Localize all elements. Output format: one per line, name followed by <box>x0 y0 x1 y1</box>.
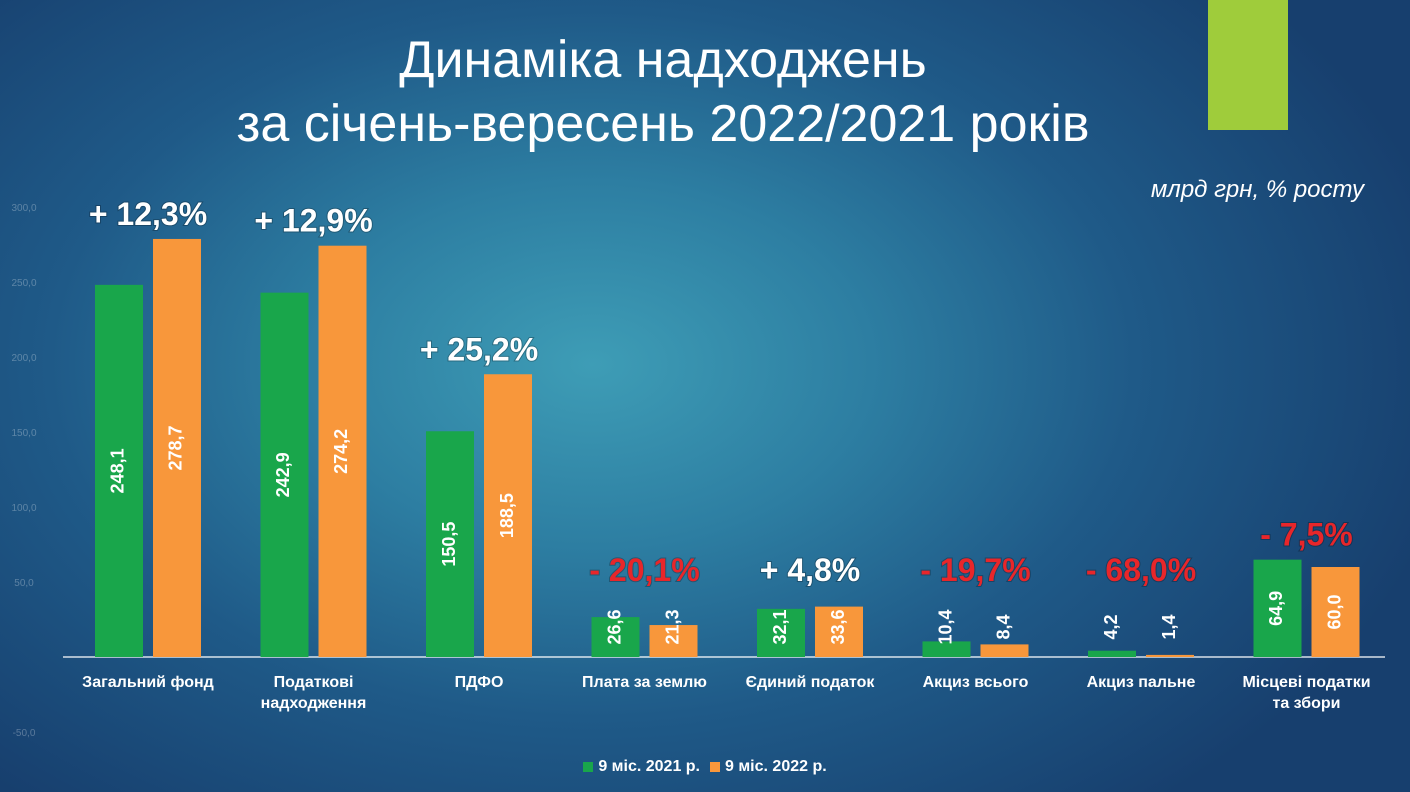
bar <box>1253 559 1302 657</box>
growth-label: + 25,2% <box>420 331 538 367</box>
y-tick-label: 200,0 <box>11 353 36 364</box>
data-label: 248,1 <box>108 448 128 493</box>
legend-label-2022: 9 міс. 2022 р. <box>725 758 827 775</box>
growth-label: + 12,3% <box>89 196 207 232</box>
legend-swatch-2021 <box>583 762 594 772</box>
data-label: 188,5 <box>497 493 517 538</box>
bar <box>484 374 532 657</box>
category-label: Плата за землю <box>582 674 707 691</box>
category-label: Єдиний податок <box>746 674 876 691</box>
data-label: 10,4 <box>935 609 955 644</box>
y-tick-label: 150,0 <box>11 428 36 439</box>
chart-legend: 9 міс. 2021 р. 9 міс. 2022 р. <box>0 758 1410 776</box>
category-label: надходження <box>261 695 367 712</box>
data-label: 274,2 <box>331 429 351 474</box>
data-label: 32,1 <box>770 609 790 644</box>
y-tick-label: 50,0 <box>14 578 34 589</box>
title-line-1: Динаміка надходжень <box>399 31 927 89</box>
bar <box>1311 567 1360 657</box>
bar <box>922 641 971 657</box>
data-label: 242,9 <box>273 452 293 497</box>
data-label: 26,6 <box>604 609 624 644</box>
bar <box>1088 650 1136 657</box>
category-label: Податкові <box>274 674 354 691</box>
bar <box>153 238 201 657</box>
y-tick-label: 250,0 <box>11 278 36 289</box>
bar <box>426 431 474 657</box>
growth-label: - 19,7% <box>920 552 1030 588</box>
category-label: та збори <box>1273 695 1341 712</box>
title-line-2: за січень-вересень 2022/2021 років <box>236 95 1090 153</box>
data-label: 4,2 <box>1101 614 1121 639</box>
bar <box>95 284 143 657</box>
bar <box>815 606 863 657</box>
category-label: Загальний фонд <box>82 674 214 691</box>
data-label: 33,6 <box>828 609 848 644</box>
bar <box>591 617 640 657</box>
growth-label: + 12,9% <box>254 203 372 239</box>
data-label: 8,4 <box>993 614 1013 639</box>
data-label: 1,4 <box>1159 614 1179 639</box>
legend-item-2022: 9 міс. 2022 р. <box>710 758 827 776</box>
category-label: Місцеві податки <box>1242 674 1370 691</box>
legend-label-2021: 9 міс. 2021 р. <box>598 758 700 775</box>
legend-swatch-2022 <box>710 762 720 772</box>
category-label: Акциз пальне <box>1087 674 1196 691</box>
data-label: 278,7 <box>166 425 186 470</box>
bar <box>318 245 367 657</box>
growth-label: - 7,5% <box>1260 517 1352 553</box>
units-label: млрд грн, % росту <box>1150 176 1364 203</box>
y-tick-label: 300,0 <box>11 203 36 214</box>
data-label: 60,0 <box>1324 594 1344 629</box>
growth-label: - 68,0% <box>1086 552 1196 588</box>
bar <box>757 608 805 657</box>
bar <box>980 644 1029 657</box>
growth-label: - 20,1% <box>589 552 699 588</box>
accent-rectangle <box>1208 0 1288 130</box>
category-label: Акциз всього <box>923 674 1029 691</box>
bar <box>1146 654 1194 657</box>
slide-title: Динаміка надходжень за січень-вересень 2… <box>0 28 1326 156</box>
data-label: 150,5 <box>439 522 459 567</box>
bar <box>260 292 309 657</box>
growth-label: + 4,8% <box>760 552 861 588</box>
data-label: 64,9 <box>1266 591 1286 626</box>
category-label: ПДФО <box>455 674 504 691</box>
y-tick-label: -50,0 <box>13 728 36 739</box>
bar <box>649 625 698 657</box>
y-tick-label: 100,0 <box>11 503 36 514</box>
legend-item-2021: 9 міс. 2021 р. <box>583 758 700 776</box>
data-label: 21,3 <box>662 609 682 644</box>
